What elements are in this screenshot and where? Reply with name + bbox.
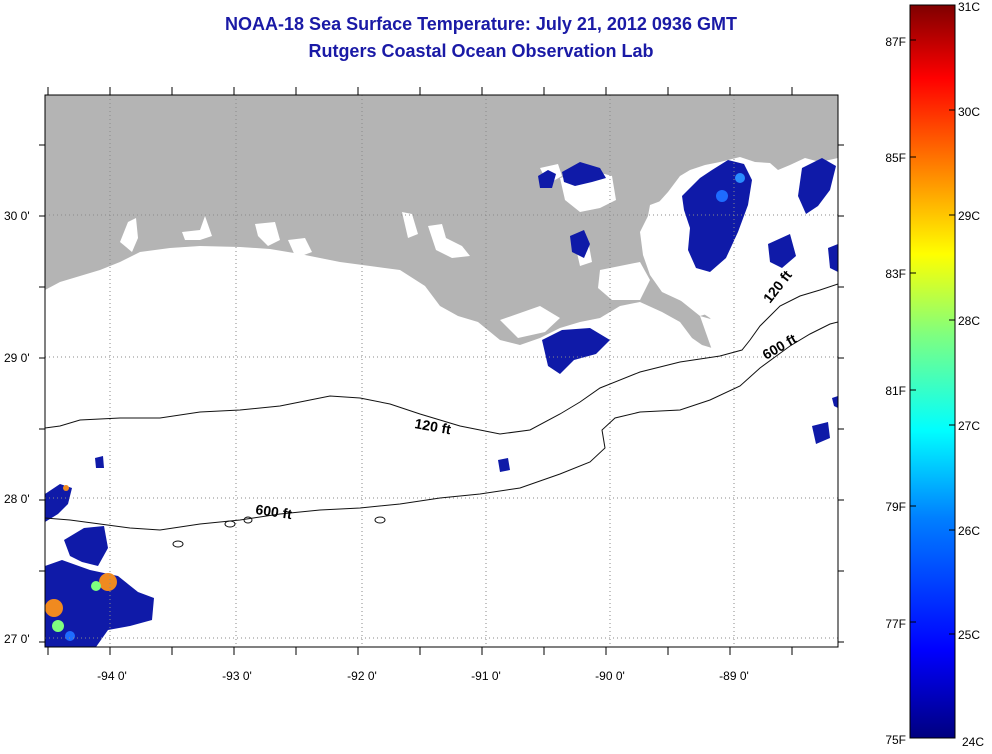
colorbar-fahrenheit-label: 75F xyxy=(885,733,906,747)
colorbar-fahrenheit-label: 85F xyxy=(885,151,906,165)
colorbar-celsius-label: 30C xyxy=(958,105,980,119)
lat-label: 28 0' xyxy=(4,492,30,506)
isobath-label: 120 ft xyxy=(760,267,795,306)
map-subtitle: Rutgers Coastal Ocean Observation Lab xyxy=(308,41,654,61)
sst-patch xyxy=(812,422,830,444)
colorbar-celsius-label: 28C xyxy=(958,314,980,328)
axis-ticks xyxy=(39,87,844,655)
colorbar-celsius-label: 29C xyxy=(958,209,980,223)
isobath-label: 120 ft xyxy=(413,415,452,437)
sst-patch xyxy=(832,396,838,408)
isobath-label: 600 ft xyxy=(760,330,800,362)
sst-warm-spot xyxy=(735,173,745,183)
sst-patch xyxy=(45,484,72,522)
isobath-120ft-contour xyxy=(45,283,838,435)
sst-patch xyxy=(542,328,610,374)
lon-label: -93 0' xyxy=(222,669,252,683)
colorbar-fahrenheit-label: 79F xyxy=(885,500,906,514)
lat-label: 29 0' xyxy=(4,351,30,365)
sst-warm-spot xyxy=(63,485,69,491)
lake xyxy=(500,306,560,338)
sst-warm-spot xyxy=(91,581,101,591)
lat-label: 30 0' xyxy=(4,209,30,223)
graticule xyxy=(45,95,838,647)
sst-warm-spot xyxy=(45,599,63,617)
colorbar-fahrenheit-label: 81F xyxy=(885,384,906,398)
sst-patch xyxy=(64,526,108,566)
colorbar-fahrenheit-label: 77F xyxy=(885,617,906,631)
colorbar-fahrenheit-label: 83F xyxy=(885,267,906,281)
colorbar-celsius-label: 26C xyxy=(958,524,980,538)
sst-patch xyxy=(562,162,606,186)
lon-label: -90 0' xyxy=(595,669,625,683)
lon-label: -94 0' xyxy=(97,669,127,683)
lake xyxy=(182,216,212,240)
colorbar-celsius-label: 31C xyxy=(958,0,980,14)
sst-patch xyxy=(768,234,796,268)
map-frame xyxy=(44,94,839,648)
sst-patch xyxy=(45,560,154,647)
sst-patch xyxy=(538,170,556,188)
lake xyxy=(402,212,418,238)
lake xyxy=(288,238,312,258)
sst-patch xyxy=(570,230,590,258)
lon-label: -89 0' xyxy=(719,669,749,683)
lake xyxy=(700,316,730,350)
sst-patch xyxy=(95,456,104,468)
colorbar xyxy=(909,4,956,739)
lon-label: -91 0' xyxy=(471,669,501,683)
sst-warm-spot xyxy=(52,620,64,632)
lake xyxy=(255,222,280,246)
isobath-600ft-contour xyxy=(45,321,838,531)
sst-patch xyxy=(798,158,836,214)
lat-label: 27 0' xyxy=(4,632,30,646)
map-title: NOAA-18 Sea Surface Temperature: July 21… xyxy=(225,14,737,34)
lake xyxy=(428,224,470,258)
colorbar-celsius-label: 27C xyxy=(958,419,980,433)
sst-warm-spot xyxy=(99,573,117,591)
colorbar-fahrenheit-label: 87F xyxy=(885,35,906,49)
colorbar-ticks xyxy=(910,4,955,635)
colorbar-celsius-label: 24C xyxy=(962,735,984,749)
sst-patch xyxy=(498,458,510,472)
isobath-label: 600 ft xyxy=(255,501,294,522)
lake xyxy=(598,262,650,300)
colorbar-celsius-label: 25C xyxy=(958,628,980,642)
lon-label: -92 0' xyxy=(347,669,377,683)
lake xyxy=(120,218,138,252)
sst-warm-spot xyxy=(716,190,728,202)
sst-patch xyxy=(828,244,838,272)
sst-warm-spot xyxy=(65,631,75,641)
